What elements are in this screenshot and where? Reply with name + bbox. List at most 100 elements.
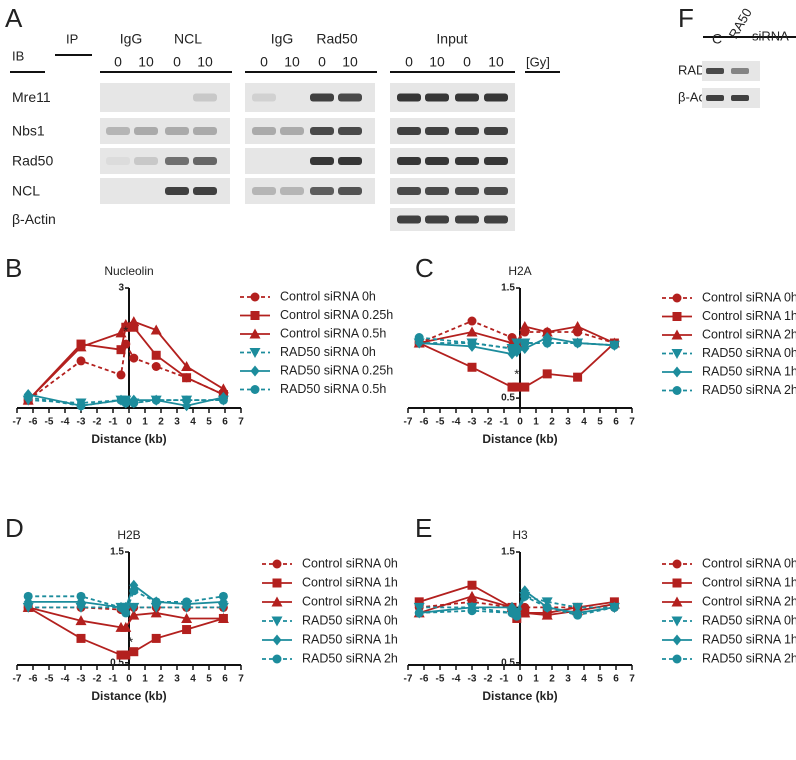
blot bbox=[100, 118, 230, 144]
series-line bbox=[27, 341, 224, 401]
band bbox=[731, 95, 749, 101]
x-tick-label: 0 bbox=[517, 674, 523, 685]
lane-label: RA50 bbox=[726, 6, 755, 42]
dose-label: 10 bbox=[284, 54, 300, 70]
legend-marker bbox=[671, 596, 683, 607]
row-label: NCL bbox=[12, 183, 40, 199]
series-line bbox=[419, 589, 615, 615]
x-tick-label: 5 bbox=[206, 674, 212, 685]
x-tick-label: 7 bbox=[238, 674, 244, 685]
marker bbox=[129, 322, 139, 332]
marker bbox=[121, 650, 131, 660]
series-line bbox=[27, 320, 224, 401]
legend-label: RAD50 siRNA 0h bbox=[280, 345, 376, 359]
legend-marker bbox=[672, 578, 682, 588]
marker bbox=[151, 362, 161, 372]
x-tick-label: -2 bbox=[484, 417, 493, 428]
marker bbox=[541, 326, 553, 337]
series-line bbox=[419, 595, 615, 614]
marker bbox=[217, 383, 229, 394]
x-tick-label: -6 bbox=[420, 417, 429, 428]
marker bbox=[511, 338, 523, 349]
x-tick-label: -2 bbox=[484, 674, 493, 685]
x-tick-label: -1 bbox=[109, 674, 118, 685]
band bbox=[338, 127, 362, 135]
column-header: IgG bbox=[271, 31, 294, 47]
band bbox=[310, 187, 334, 195]
band bbox=[484, 127, 508, 135]
x-tick-label: -7 bbox=[404, 417, 413, 428]
marker bbox=[572, 321, 584, 332]
marker bbox=[76, 633, 86, 643]
row-label: Rad50 bbox=[12, 153, 53, 169]
x-tick-label: 4 bbox=[581, 417, 587, 428]
marker bbox=[23, 591, 33, 601]
unit-label: [Gy] bbox=[526, 54, 550, 69]
marker bbox=[467, 362, 477, 372]
x-tick-label: 4 bbox=[190, 674, 196, 685]
legend-label: Control siRNA 1h bbox=[702, 309, 796, 323]
x-tick-label: 3 bbox=[174, 417, 180, 428]
legend-marker bbox=[271, 616, 283, 627]
dose-label: 10 bbox=[197, 54, 213, 70]
marker bbox=[121, 398, 131, 408]
band bbox=[455, 187, 479, 195]
band bbox=[455, 127, 479, 135]
x-tick-label: -3 bbox=[77, 674, 86, 685]
marker bbox=[573, 610, 583, 620]
x-tick-label: -5 bbox=[45, 417, 54, 428]
marker bbox=[23, 392, 33, 402]
x-tick-label: 7 bbox=[238, 417, 244, 428]
x-tick-label: -5 bbox=[436, 417, 445, 428]
legend-label: RAD50 siRNA 1h bbox=[702, 632, 796, 646]
chart-title: Nucleolin bbox=[104, 264, 153, 278]
band bbox=[731, 68, 749, 74]
x-tick-label: 1 bbox=[533, 417, 539, 428]
band bbox=[193, 157, 217, 165]
annotation: * bbox=[514, 367, 519, 382]
band bbox=[106, 127, 130, 135]
legend-label: Control siRNA 0h bbox=[702, 290, 796, 304]
band bbox=[397, 127, 421, 135]
row-label: β-Actin bbox=[12, 211, 56, 227]
x-tick-label: 6 bbox=[613, 417, 619, 428]
marker bbox=[467, 606, 477, 616]
dose-label: 0 bbox=[114, 54, 122, 70]
x-tick-label: -5 bbox=[436, 674, 445, 685]
x-tick-label: 0 bbox=[126, 417, 132, 428]
marker bbox=[181, 361, 193, 372]
marker bbox=[129, 353, 139, 363]
marker bbox=[129, 647, 139, 657]
legend-marker bbox=[249, 328, 261, 339]
x-tick-label: 3 bbox=[565, 417, 571, 428]
x-tick-label: -7 bbox=[13, 674, 22, 685]
x-tick-label: -3 bbox=[468, 417, 477, 428]
x-tick-label: -2 bbox=[93, 674, 102, 685]
x-tick-label: 2 bbox=[158, 417, 164, 428]
x-tick-label: -7 bbox=[13, 417, 22, 428]
panel-label: F bbox=[678, 3, 694, 33]
marker bbox=[76, 401, 86, 411]
marker bbox=[217, 602, 229, 613]
legend-label: RAD50 siRNA 2h bbox=[702, 651, 796, 665]
x-tick-label: 4 bbox=[190, 417, 196, 428]
marker bbox=[217, 612, 229, 623]
band bbox=[425, 93, 449, 102]
x-tick-label: 6 bbox=[222, 417, 228, 428]
x-tick-label: 1 bbox=[533, 674, 539, 685]
band bbox=[397, 215, 421, 224]
band bbox=[338, 157, 362, 165]
legend-label: Control siRNA 0h bbox=[702, 556, 796, 570]
marker bbox=[150, 324, 162, 335]
marker bbox=[151, 395, 161, 405]
marker bbox=[218, 395, 228, 405]
marker bbox=[466, 590, 478, 601]
column-header: NCL bbox=[174, 31, 202, 47]
band bbox=[193, 187, 217, 195]
legend-marker bbox=[250, 365, 260, 377]
legend-marker bbox=[249, 348, 261, 358]
x-tick-label: -6 bbox=[29, 674, 38, 685]
marker bbox=[75, 341, 87, 352]
band bbox=[425, 215, 449, 224]
band bbox=[165, 157, 189, 165]
